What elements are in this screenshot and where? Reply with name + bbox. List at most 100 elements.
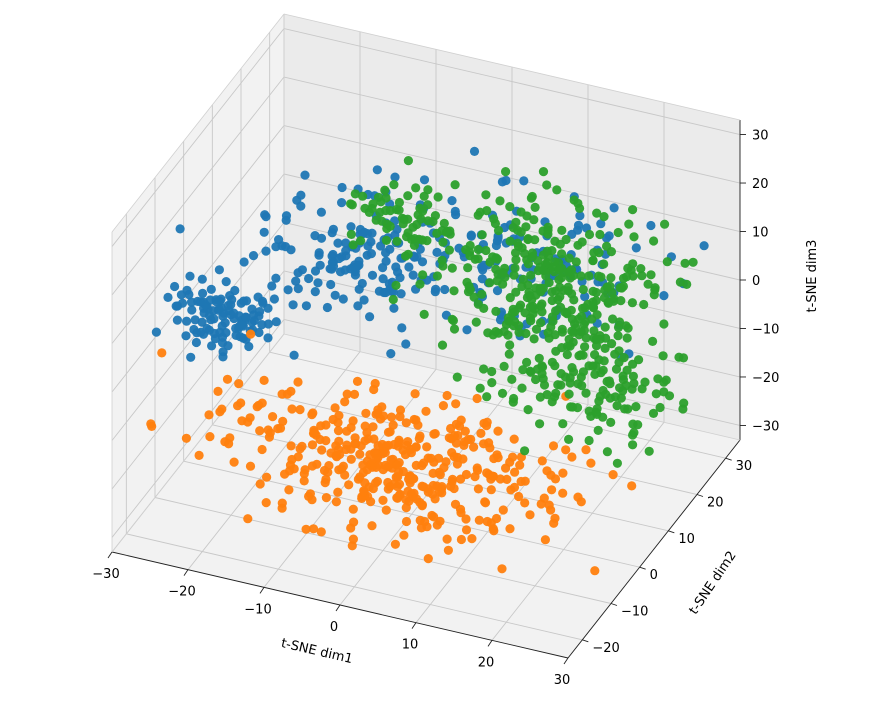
scatter-point: [223, 300, 233, 311]
scatter-point: [205, 432, 215, 442]
scatter-point: [463, 263, 473, 273]
scatter-point: [296, 201, 306, 211]
scatter-point: [331, 497, 341, 507]
scatter-point: [614, 346, 624, 356]
scatter-point: [661, 375, 671, 385]
scatter-point: [426, 453, 436, 463]
scatter-point: [403, 214, 413, 224]
scatter-point: [675, 277, 686, 287]
scatter-point: [430, 287, 440, 297]
scatter-point: [554, 265, 564, 275]
scatter-point: [459, 437, 470, 447]
scatter-point: [613, 331, 623, 341]
scatter-point: [451, 210, 461, 220]
scatter-point: [491, 264, 501, 274]
scatter-point: [361, 408, 371, 418]
scatter-point: [515, 460, 525, 470]
scatter-point: [699, 241, 709, 251]
scatter-point: [418, 270, 428, 280]
scatter-point: [441, 457, 451, 467]
scatter-point: [480, 498, 491, 508]
scatter-point: [493, 225, 504, 236]
scatter-point: [310, 287, 320, 297]
scatter-point: [348, 240, 358, 250]
scatter-point: [509, 434, 519, 444]
scatter-point: [485, 278, 495, 288]
scatter-point: [395, 273, 405, 283]
scatter-point: [447, 476, 457, 487]
scatter-point: [473, 484, 483, 494]
scatter-point: [438, 401, 448, 411]
scatter-point: [346, 454, 356, 464]
scatter-point: [259, 375, 269, 385]
scatter-point: [550, 361, 560, 371]
x-tick-label: 0: [330, 620, 338, 635]
x-tick-mark: [259, 587, 265, 594]
scatter-point: [612, 401, 622, 411]
scatter-point: [452, 372, 462, 382]
scatter-point: [507, 374, 517, 384]
scatter-point: [215, 327, 225, 337]
scatter-point: [182, 285, 192, 295]
scatter-point: [289, 350, 299, 360]
scatter-point: [524, 287, 534, 297]
scatter-point: [244, 341, 254, 352]
scatter-point: [550, 257, 560, 267]
scatter-point: [346, 229, 356, 239]
scatter-point: [395, 405, 406, 415]
y-tick-label: 10: [678, 532, 695, 547]
scatter-point: [577, 381, 587, 391]
scatter-point: [417, 500, 427, 510]
scatter-point: [341, 444, 351, 455]
scatter-point: [417, 481, 427, 491]
scatter-point: [419, 191, 429, 201]
y-tick-label: 20: [707, 496, 724, 511]
scatter-point: [252, 402, 262, 412]
scatter-point: [643, 279, 653, 289]
scatter-point: [493, 233, 503, 243]
x-tick-mark: [107, 551, 113, 559]
scatter-point: [600, 322, 610, 332]
series-2: [346, 156, 698, 468]
scatter-point: [391, 280, 401, 290]
scatter-point: [359, 486, 369, 496]
scatter-point: [525, 510, 535, 520]
scatter-point: [423, 216, 433, 226]
scatter-point: [218, 352, 228, 362]
scatter-point: [483, 328, 493, 338]
scatter-point: [462, 277, 472, 287]
scatter-point: [629, 232, 639, 242]
scatter-point: [403, 191, 413, 201]
scatter-point: [482, 392, 492, 402]
x-tick-mark: [563, 657, 569, 665]
scatter-point: [640, 377, 650, 387]
scatter-point: [340, 470, 350, 480]
scatter-point: [423, 200, 433, 210]
scatter-point: [210, 334, 220, 344]
scatter-point: [403, 437, 413, 447]
scatter-point: [555, 239, 565, 249]
scatter-point: [433, 192, 443, 202]
pane-edge: [283, 13, 741, 121]
scatter-point: [464, 247, 475, 257]
scatter-point: [623, 263, 633, 273]
grid-line-y: [183, 460, 640, 568]
scatter-point: [447, 263, 457, 273]
scatter-point: [194, 450, 204, 460]
scatter-point: [444, 245, 454, 255]
scatter-point: [230, 285, 240, 296]
scatter-point: [401, 418, 411, 428]
scatter-point: [261, 246, 271, 256]
scatter-point: [197, 317, 207, 327]
scatter-point: [558, 419, 568, 429]
scatter-point: [526, 270, 536, 280]
scatter-point: [301, 301, 311, 311]
scatter-point: [477, 289, 487, 299]
scatter-point: [410, 389, 420, 399]
scatter-point: [249, 316, 259, 326]
scatter-point: [646, 270, 656, 280]
scatter-point: [383, 427, 394, 437]
scatter-point: [423, 487, 433, 497]
scatter-point: [286, 441, 296, 451]
scatter-point: [286, 245, 296, 255]
